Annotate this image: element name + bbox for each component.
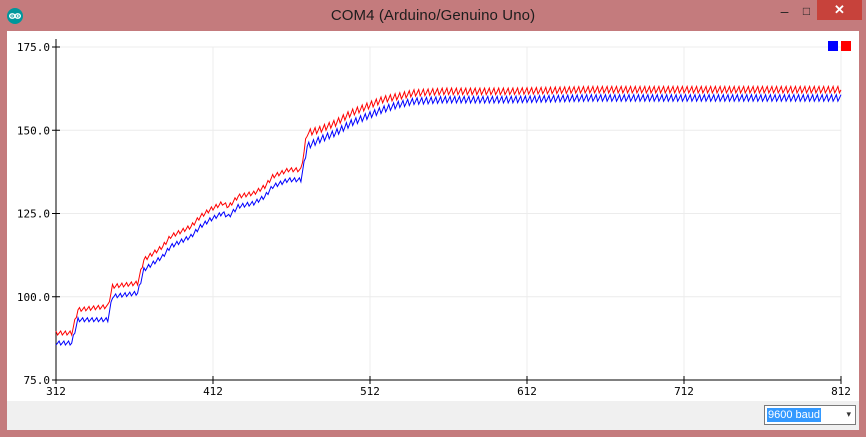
x-tick-label: 712 bbox=[674, 385, 694, 398]
y-tick-label: 75.0 bbox=[24, 374, 51, 387]
close-button[interactable]: ✕ bbox=[817, 0, 862, 20]
title-bar[interactable]: COM4 (Arduino/Genuino Uno) – □ ✕ bbox=[0, 0, 866, 31]
serial-plot-chart: 312 412 512 612 712 812 75.0 100.0 125.0 150.0 175… bbox=[17, 39, 851, 398]
maximize-button[interactable]: □ bbox=[793, 0, 820, 22]
baud-rate-value: 9600 baud bbox=[767, 408, 821, 422]
legend-swatch bbox=[841, 41, 851, 51]
plot-area: 312 412 512 612 712 812 75.0 100.0 125.0 150.0 175… bbox=[7, 31, 859, 401]
close-icon: ✕ bbox=[834, 2, 845, 17]
chevron-down-icon: ▾ bbox=[846, 409, 851, 419]
legend-swatch bbox=[828, 41, 838, 51]
x-tick-label: 612 bbox=[517, 385, 537, 398]
y-tick-label: 100.0 bbox=[17, 291, 50, 304]
y-tick-label: 125.0 bbox=[17, 208, 50, 221]
series-line bbox=[55, 84, 842, 337]
baud-rate-select[interactable]: 9600 baud ▾ bbox=[764, 405, 856, 425]
minimize-icon: – bbox=[780, 3, 789, 19]
series-line bbox=[55, 93, 842, 346]
window-title: COM4 (Arduino/Genuino Uno) bbox=[330, 7, 536, 24]
minimize-button[interactable]: – bbox=[771, 0, 798, 22]
x-tick-label: 512 bbox=[360, 385, 380, 398]
y-tick-label: 175.0 bbox=[17, 41, 50, 54]
x-tick-label: 312 bbox=[46, 385, 66, 398]
x-tick-label: 812 bbox=[831, 385, 851, 398]
maximize-icon: □ bbox=[802, 4, 811, 18]
arduino-logo-icon bbox=[7, 8, 23, 24]
y-tick-label: 150.0 bbox=[17, 124, 50, 137]
bottom-toolbar: 9600 baud ▾ bbox=[7, 401, 859, 430]
x-tick-label: 412 bbox=[203, 385, 223, 398]
